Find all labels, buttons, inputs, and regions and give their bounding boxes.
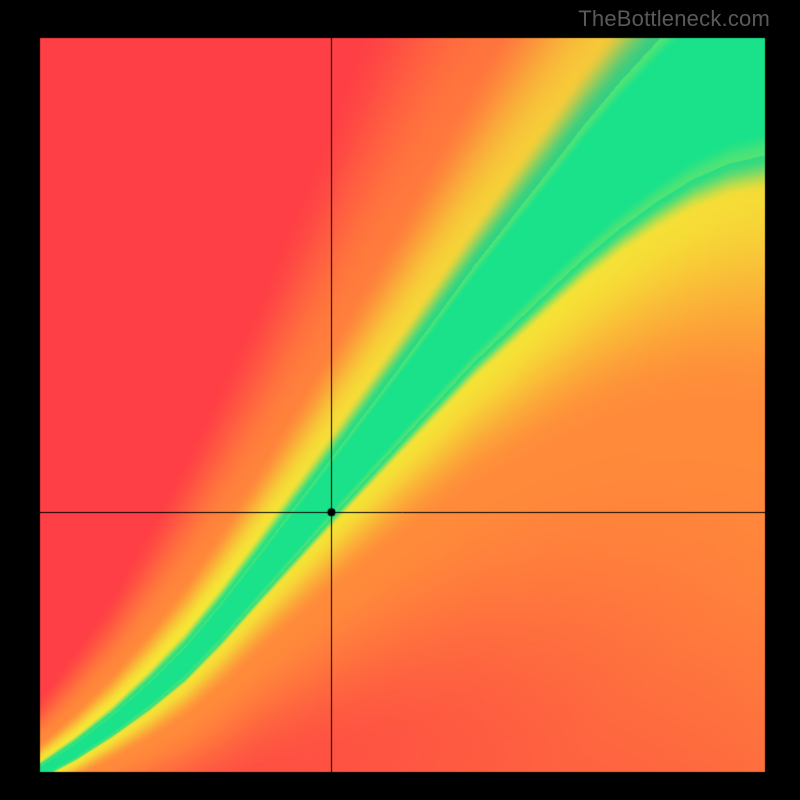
heatmap-canvas [0,0,800,800]
chart-container: TheBottleneck.com [0,0,800,800]
